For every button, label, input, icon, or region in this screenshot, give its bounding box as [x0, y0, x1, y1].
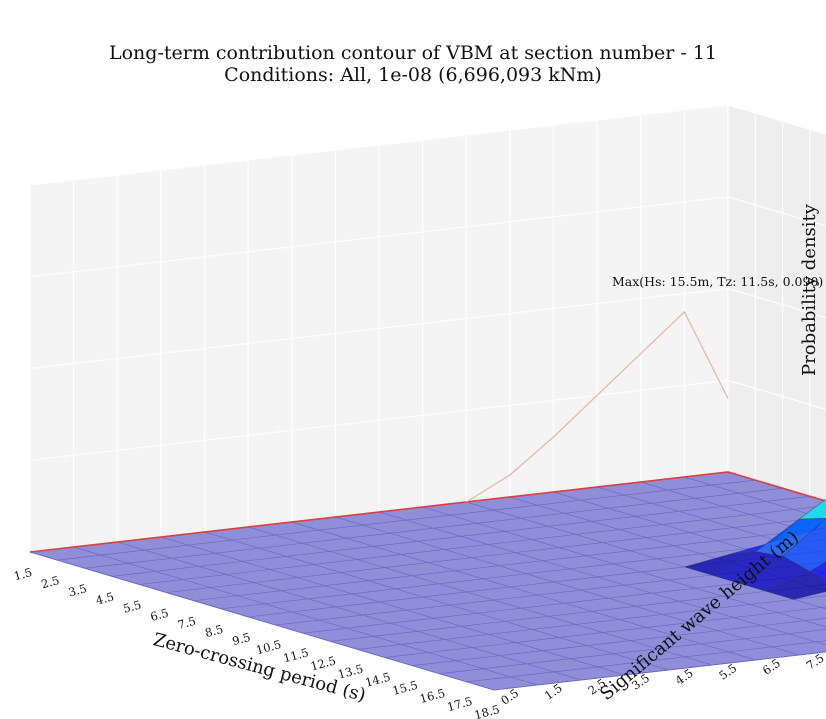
- floor-contour: [29, 471, 826, 553]
- x-tick-label: 2.5: [40, 573, 61, 591]
- x-tick-label: 3.5: [67, 581, 88, 599]
- floor-grid-line: [248, 526, 713, 666]
- x-tick-label: 16.5: [418, 686, 446, 706]
- x-tick-label: 12.5: [309, 653, 337, 673]
- grid-line: [29, 379, 826, 461]
- x-tick-label: 13.5: [336, 661, 364, 681]
- x-tick-label: 9.5: [231, 630, 252, 648]
- floor-grid-line: [204, 531, 669, 671]
- chart-subtitle: Conditions: All, 1e-08 (6,696,093 kNm): [224, 64, 602, 86]
- surface-patch: [754, 517, 826, 557]
- x-tick-label: 10.5: [254, 637, 282, 657]
- floor-grid-line: [117, 541, 582, 681]
- x-tick-label: 15.5: [391, 678, 419, 698]
- max-annotation: Max(Hs: 15.5m, Tz: 11.5s, 0.090): [612, 274, 823, 289]
- grid-lines: [29, 104, 826, 553]
- grid-line: [29, 104, 826, 186]
- x-tick-label: 17.5: [445, 694, 473, 714]
- x-tick-label: 18.5: [473, 702, 501, 719]
- left-contour: [465, 310, 729, 503]
- floor-grid-line: [493, 651, 826, 691]
- floor-grid-line: [640, 481, 826, 538]
- x-tick-label: 14.5: [364, 670, 392, 690]
- floor-grid-line: [29, 551, 495, 691]
- x-tick-label: 4.5: [94, 589, 115, 607]
- data-surface: [465, 310, 826, 600]
- floor-grid-line: [73, 546, 538, 686]
- x-tick-label: 8.5: [203, 622, 224, 640]
- surface-patch: [809, 561, 826, 583]
- x-tick-label: 11.5: [282, 645, 310, 665]
- floor-grid-line: [160, 536, 625, 676]
- chart-title: Long-term contribution contour of VBM at…: [109, 42, 717, 64]
- x-tick-label: 1.5: [12, 565, 33, 583]
- floor-grid-line: [684, 476, 826, 520]
- surface-patch: [765, 571, 826, 600]
- x-tick-label: 5.5: [121, 597, 142, 615]
- x-tick-label: 6.5: [149, 606, 170, 624]
- x-tick-label: 7.5: [176, 614, 197, 632]
- grid-line: [29, 287, 826, 370]
- floor-grid-line: [291, 521, 756, 661]
- floor-grid-line: [378, 511, 826, 646]
- grid-line: [29, 196, 826, 278]
- floor-grid-line: [422, 506, 826, 628]
- floor-grid-line: [597, 486, 826, 556]
- z-axis-label: Probability density: [799, 203, 820, 376]
- floor-grid-line: [335, 516, 800, 656]
